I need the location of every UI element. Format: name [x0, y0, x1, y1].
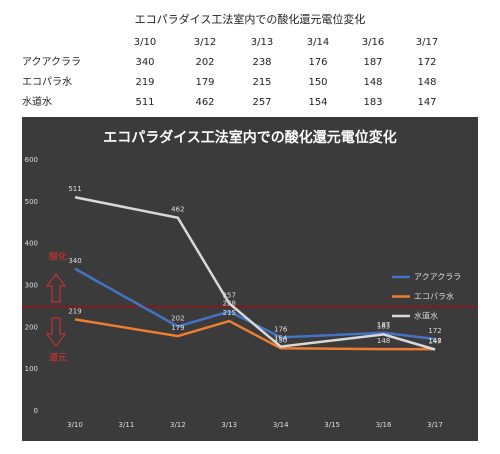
table-cell: 219	[135, 77, 154, 88]
data-label: 183	[377, 322, 390, 330]
data-label: 172	[428, 327, 441, 335]
table-cell: 172	[417, 57, 436, 68]
series-line	[74, 196, 436, 351]
table-cell: 340	[135, 57, 154, 68]
column-header: 3/16	[362, 37, 384, 48]
table-cell: 202	[195, 57, 214, 68]
data-label: 176	[274, 325, 288, 333]
oxidation-arrow	[46, 273, 66, 347]
x-tick-label: 3/15	[324, 421, 340, 429]
row-label: 水道水	[22, 95, 52, 108]
table-title: エコパラダイス工法室内での酸化還元電位変化	[135, 12, 366, 26]
table-cell: 462	[195, 97, 214, 108]
y-tick-label: 500	[25, 198, 38, 206]
data-label: 202	[171, 314, 184, 322]
chart-background	[22, 117, 478, 441]
data-label: 148	[377, 337, 390, 345]
legend-label: エコパラ水	[414, 291, 454, 301]
data-label: 340	[68, 257, 81, 265]
legend-label: 水道水	[414, 311, 438, 321]
table-cell: 215	[252, 77, 271, 88]
y-tick-label: 300	[25, 282, 38, 290]
y-tick-label: 200	[25, 323, 38, 331]
row-label: エコパラ水	[22, 76, 72, 88]
data-label: 215	[223, 309, 236, 317]
annotation: 酸化	[49, 251, 67, 263]
chart-title: エコパラダイス工法室内での酸化還元電位変化	[103, 129, 397, 146]
data-label: 462	[171, 206, 184, 214]
y-tick-label: 400	[25, 240, 38, 248]
table-cell: 238	[252, 57, 271, 68]
x-tick-label: 3/11	[119, 421, 135, 429]
x-tick-label: 3/10	[67, 421, 83, 429]
table-cell: 148	[363, 77, 382, 88]
data-label: 257	[223, 291, 236, 299]
table-cell: 187	[363, 57, 382, 68]
annotation: 還元	[49, 352, 67, 364]
y-tick-label: 600	[25, 156, 38, 164]
x-tick-label: 3/12	[170, 421, 186, 429]
legend-label: アクアクララ	[414, 273, 461, 282]
column-header: 3/10	[134, 37, 156, 48]
table-cell: 148	[417, 77, 436, 88]
column-header: 3/14	[307, 37, 329, 48]
table-cell: 154	[308, 97, 327, 108]
table-cell: 176	[308, 57, 327, 68]
y-tick-label: 100	[25, 365, 38, 373]
row-label: アクアクララ	[22, 56, 81, 68]
series-line	[74, 318, 435, 351]
data-label: 150	[274, 336, 287, 344]
data-label: 154	[274, 335, 288, 343]
table-cell: 179	[195, 77, 214, 88]
table-cell: 150	[308, 77, 327, 88]
column-header: 3/12	[194, 37, 216, 48]
table-cell: 257	[252, 97, 271, 108]
data-label: 187	[377, 321, 390, 329]
table-cell: 511	[135, 97, 154, 108]
table-cell: 147	[417, 97, 436, 108]
column-header: 3/17	[416, 37, 438, 48]
data-label: 511	[68, 185, 81, 193]
data-label: 148	[428, 337, 441, 345]
data-label: 219	[68, 307, 81, 315]
table-cell: 183	[363, 97, 382, 108]
x-tick-label: 3/13	[221, 421, 237, 429]
x-tick-label: 3/16	[376, 421, 392, 429]
data-label: 147	[428, 338, 441, 346]
x-tick-label: 3/17	[427, 421, 443, 429]
data-label: 179	[171, 324, 184, 332]
x-tick-label: 3/14	[273, 421, 289, 429]
column-header: 3/13	[251, 37, 273, 48]
y-tick-label: 0	[34, 407, 38, 415]
